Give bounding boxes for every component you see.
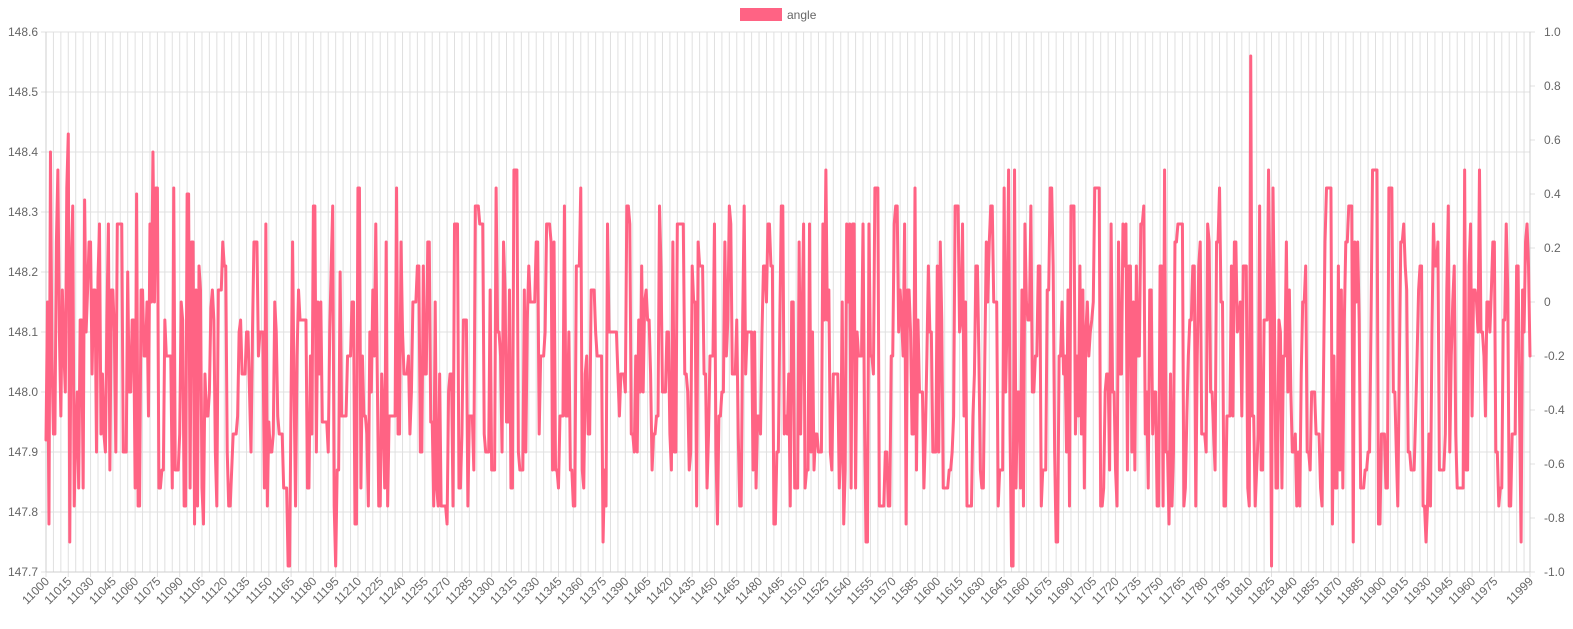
y-left-tick-label: 148.0 bbox=[8, 385, 38, 399]
y-left-tick-label: 147.9 bbox=[8, 445, 38, 459]
legend-swatch-angle bbox=[740, 8, 782, 21]
y-left-tick-label: 148.1 bbox=[8, 325, 38, 339]
y-left-tick-label: 147.7 bbox=[8, 565, 38, 579]
y-left-tick-label: 148.3 bbox=[8, 205, 38, 219]
y-left-tick-label: 148.5 bbox=[8, 85, 38, 99]
y-right-tick-label: -0.4 bbox=[1544, 403, 1565, 417]
y-right-tick-label: -1.0 bbox=[1544, 565, 1565, 579]
y-right-tick-label: 0.8 bbox=[1544, 79, 1561, 93]
x-tick-labels: 1100011015110301104511060110751109011105… bbox=[19, 574, 1536, 607]
y-right-tick-label: 0.4 bbox=[1544, 187, 1561, 201]
x-tick-label: 11999 bbox=[1503, 574, 1536, 607]
y-left-tick-label: 148.6 bbox=[8, 25, 38, 39]
y-right-tick-label: 1.0 bbox=[1544, 25, 1561, 39]
y-right-tick-label: -0.6 bbox=[1544, 457, 1565, 471]
y-right-tick-label: 0.6 bbox=[1544, 133, 1561, 147]
y-left-tick-label: 148.2 bbox=[8, 265, 38, 279]
y-right-tick-label: -0.8 bbox=[1544, 511, 1565, 525]
y-right-tick-label: -0.2 bbox=[1544, 349, 1565, 363]
y-left-tick-label: 147.8 bbox=[8, 505, 38, 519]
y-right-tick-label: 0.2 bbox=[1544, 241, 1561, 255]
y-left-tick-label: 148.4 bbox=[8, 145, 38, 159]
y-right-tick-label: 0 bbox=[1544, 295, 1551, 309]
legend-label-angle: angle bbox=[787, 8, 817, 22]
legend[interactable]: angle bbox=[740, 8, 817, 22]
